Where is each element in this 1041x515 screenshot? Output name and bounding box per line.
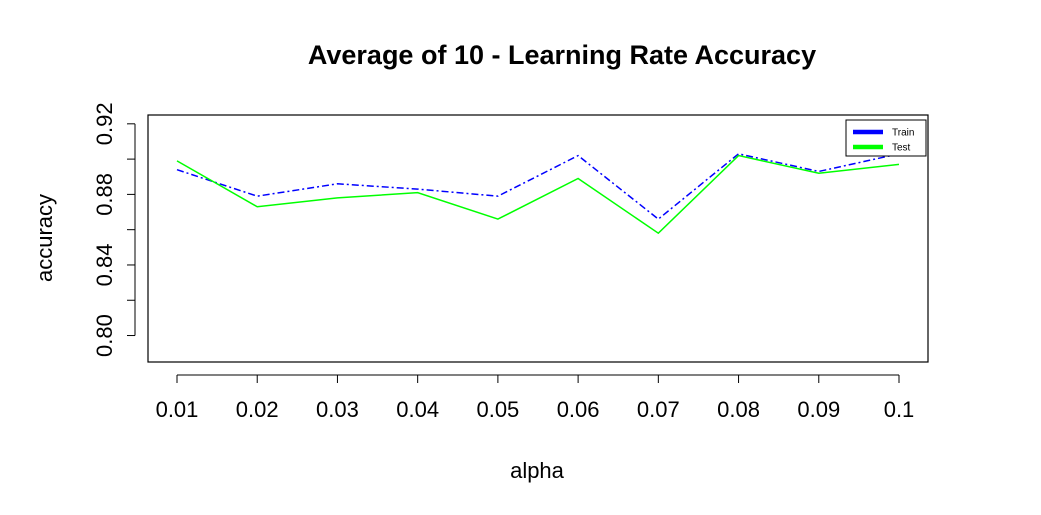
y-axis-label: accuracy [32, 194, 57, 282]
x-tick-label: 0.02 [236, 397, 279, 422]
x-tick-label: 0.05 [476, 397, 519, 422]
series-layer [176, 153, 900, 235]
y-tick-label: 0.88 [92, 173, 117, 216]
series-line-train [176, 153, 900, 221]
x-tick-label: 0.08 [717, 397, 760, 422]
x-axis: 0.01 0.02 0.03 0.04 0.05 0.06 0.07 0.08 0.09 0.1 [156, 374, 915, 422]
x-tick-label: 0.06 [557, 397, 600, 422]
x-axis-label: alpha [510, 458, 565, 483]
y-tick-label: 0.80 [92, 314, 117, 357]
x-tick-label: 0.01 [156, 397, 199, 422]
y-axis: 0.80 0.84 0.88 0.92 [92, 102, 136, 357]
legend-label-train: Train [892, 128, 914, 139]
x-tick-label: 0.07 [637, 397, 680, 422]
x-tick-label: 0.09 [797, 397, 840, 422]
x-tick-label: 0.1 [884, 397, 915, 422]
y-tick-label: 0.84 [92, 244, 117, 287]
x-tick-label: 0.03 [316, 397, 359, 422]
legend-box [845, 119, 927, 157]
y-tick-label: 0.92 [92, 102, 117, 145]
chart-title: Average of 10 - Learning Rate Accuracy [308, 40, 816, 70]
legend-label-test: Test [892, 143, 911, 154]
legend: Train Test [845, 119, 927, 157]
x-tick-label: 0.04 [396, 397, 439, 422]
plot-frame [147, 114, 929, 363]
series-line-test [176, 154, 900, 235]
